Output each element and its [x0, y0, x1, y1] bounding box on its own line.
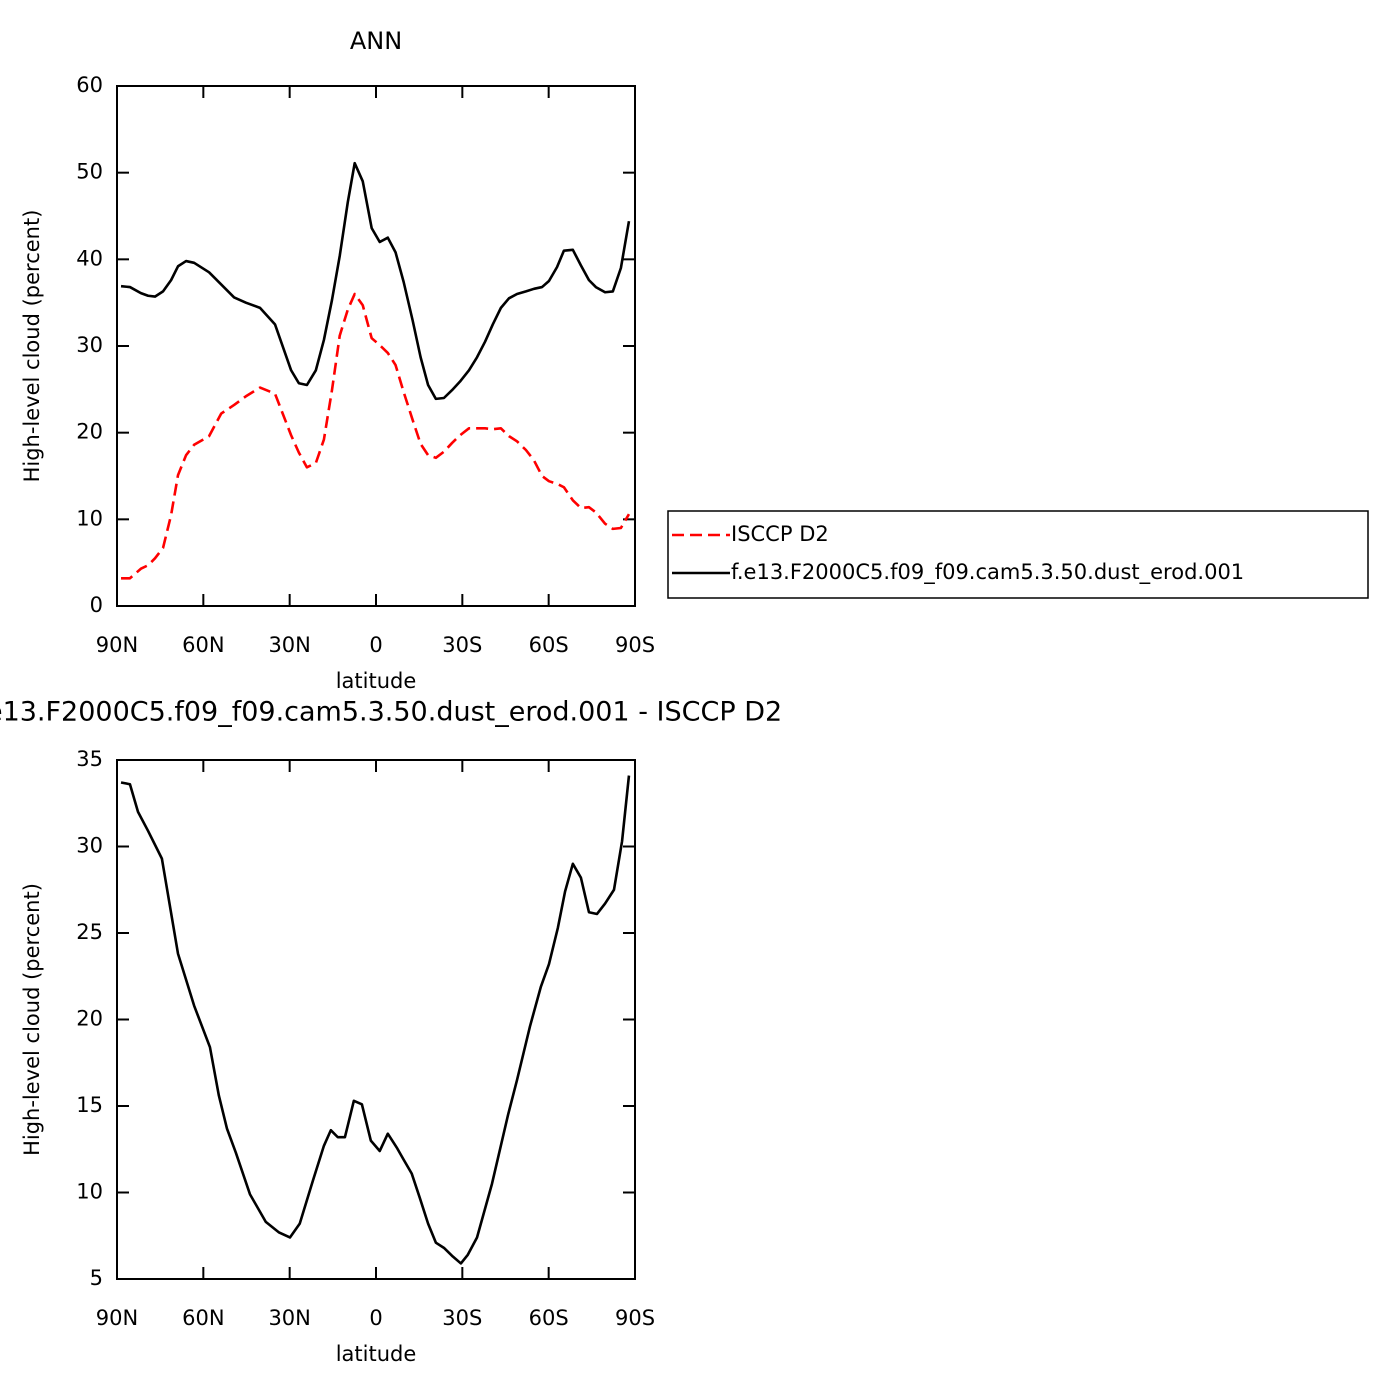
- y-axis-label: High-level cloud (percent): [20, 883, 44, 1156]
- y-tick-label: 0: [90, 593, 103, 617]
- x-tick-label: 90N: [96, 633, 138, 657]
- y-tick-label: 30: [76, 333, 103, 357]
- data-line: [120, 161, 631, 401]
- y-axis-label: High-level cloud (percent): [20, 210, 44, 483]
- y-tick-label: 50: [76, 160, 103, 184]
- x-tick-label: 0: [369, 633, 382, 657]
- y-tick-label: 40: [76, 246, 103, 270]
- y-tick-label: 25: [76, 920, 103, 944]
- x-tick-label: 60N: [182, 1306, 224, 1330]
- x-tick-label: 0: [369, 1306, 382, 1330]
- x-axis-label: latitude: [336, 1342, 417, 1366]
- y-tick-label: 15: [76, 1093, 103, 1117]
- x-tick-label: 30N: [268, 1306, 310, 1330]
- x-tick-label: 90S: [615, 1306, 655, 1330]
- x-tick-label: 60S: [529, 633, 569, 657]
- legend-box: [667, 510, 1369, 599]
- y-tick-label: 20: [76, 1007, 103, 1031]
- x-tick-label: 60S: [529, 1306, 569, 1330]
- x-tick-label: 90N: [96, 1306, 138, 1330]
- y-tick-label: 20: [76, 420, 103, 444]
- data-line: [120, 775, 631, 1265]
- x-tick-label: 60N: [182, 633, 224, 657]
- y-tick-label: 5: [90, 1266, 103, 1290]
- x-tick-label: 30S: [442, 1306, 482, 1330]
- chart-title: ANN: [350, 27, 402, 55]
- plot-frame: [116, 85, 636, 607]
- plot-frame: [116, 759, 636, 1280]
- legend-label: f.e13.F2000C5.f09_f09.cam5.3.50.dust_ero…: [731, 560, 1244, 585]
- x-axis-label: latitude: [336, 669, 417, 693]
- x-tick-label: 30S: [442, 633, 482, 657]
- y-tick-label: 10: [76, 1180, 103, 1204]
- y-tick-label: 60: [76, 73, 103, 97]
- y-tick-label: 10: [76, 506, 103, 530]
- y-tick-label: 35: [76, 747, 103, 771]
- x-tick-label: 90S: [615, 633, 655, 657]
- data-line: [121, 292, 631, 580]
- x-tick-label: 30N: [268, 633, 310, 657]
- y-tick-label: 30: [76, 834, 103, 858]
- legend-label: ISCCP D2: [731, 522, 829, 546]
- chart-title: f.e13.F2000C5.f09_f09.cam5.3.50.dust_ero…: [0, 697, 782, 728]
